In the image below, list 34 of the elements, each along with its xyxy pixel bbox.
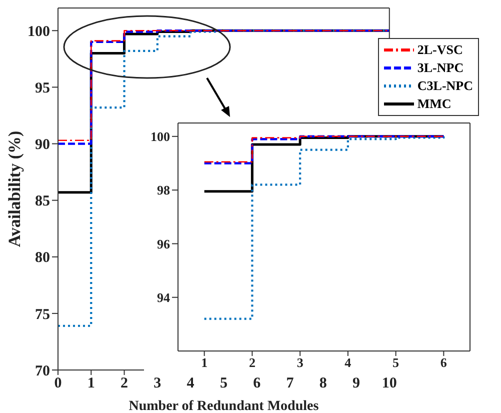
x-tick-label: 1	[87, 376, 95, 392]
x-tick-label: 5	[392, 355, 400, 370]
y-tick-label: 75	[35, 306, 50, 323]
x-tick-label: 7	[286, 376, 294, 392]
y-tick-label: 98	[157, 182, 170, 198]
x-tick-label: 8	[319, 376, 327, 392]
x-tick-label: 5	[220, 376, 228, 392]
y-tick-label: 95	[35, 80, 50, 97]
legend-label: MMC	[417, 96, 452, 112]
x-tick-label: 6	[253, 376, 262, 392]
y-tick-label: 94	[157, 290, 170, 305]
x-tick-label: 4	[186, 376, 195, 392]
x-tick-label: 4	[344, 355, 352, 370]
x-tick-label: 2	[248, 355, 256, 370]
y-tick-label: 70	[35, 363, 50, 380]
x-tick-label: 0	[54, 376, 62, 392]
y-tick-label: 100	[28, 24, 50, 40]
legend-label: 2L-VSC	[417, 42, 463, 58]
y-tick-label: 85	[35, 194, 50, 210]
x-tick-label: 6	[440, 355, 448, 370]
x-tick-label: 10	[382, 376, 397, 392]
x-tick-label: 3	[154, 376, 162, 392]
x-tick-label: 9	[352, 376, 360, 392]
x-tick-label: 1	[201, 355, 208, 370]
legend-label: 3L-NPC	[417, 60, 464, 76]
y-tick-label: 90	[35, 137, 50, 154]
legend-label: C3L-NPC	[417, 78, 473, 94]
y-tick-label: 80	[35, 250, 50, 266]
x-axis-title: Number of Redundant Modules	[128, 399, 320, 413]
y-tick-label: 96	[157, 236, 170, 252]
x-tick-label: 3	[296, 355, 304, 370]
y-tick-label: 100	[150, 129, 170, 144]
y-axis-title: Availability (%)	[5, 130, 24, 248]
x-tick-label: 2	[120, 376, 128, 392]
